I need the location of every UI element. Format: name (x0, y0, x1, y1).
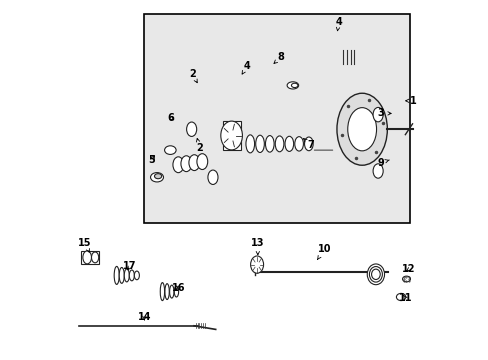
Ellipse shape (396, 293, 405, 301)
Bar (143, 14, 409, 223)
Ellipse shape (265, 136, 274, 152)
Ellipse shape (91, 252, 99, 263)
Ellipse shape (304, 137, 312, 151)
Text: 4: 4 (242, 60, 250, 74)
Ellipse shape (197, 154, 207, 170)
Text: 11: 11 (398, 293, 411, 303)
Ellipse shape (124, 269, 129, 282)
Text: 9: 9 (376, 158, 388, 168)
Ellipse shape (173, 157, 183, 173)
Text: 13: 13 (250, 238, 264, 255)
Text: 2: 2 (196, 139, 203, 153)
Ellipse shape (154, 174, 162, 179)
Bar (81, 251, 99, 264)
Ellipse shape (164, 146, 176, 154)
Ellipse shape (169, 285, 174, 298)
Ellipse shape (164, 284, 169, 300)
Ellipse shape (336, 93, 386, 165)
Ellipse shape (286, 82, 298, 89)
Ellipse shape (114, 266, 119, 284)
Text: 7: 7 (303, 139, 313, 150)
Ellipse shape (371, 269, 380, 279)
Ellipse shape (245, 135, 254, 153)
Text: 17: 17 (123, 261, 137, 271)
Text: 6: 6 (167, 113, 174, 123)
Text: 15: 15 (78, 238, 92, 252)
Ellipse shape (372, 164, 383, 178)
Ellipse shape (129, 270, 134, 281)
Ellipse shape (186, 122, 196, 136)
Ellipse shape (275, 136, 284, 152)
Ellipse shape (291, 83, 297, 87)
Ellipse shape (221, 121, 242, 150)
Ellipse shape (188, 155, 199, 171)
Ellipse shape (347, 108, 376, 151)
Bar (222, 121, 240, 150)
Ellipse shape (150, 172, 163, 182)
Text: 14: 14 (138, 312, 151, 322)
Ellipse shape (119, 267, 124, 283)
Text: 2: 2 (188, 69, 197, 83)
Ellipse shape (134, 271, 139, 280)
Ellipse shape (174, 286, 178, 297)
Text: 10: 10 (317, 244, 330, 259)
Text: 4: 4 (335, 17, 342, 31)
Text: 3: 3 (376, 108, 390, 118)
Text: 12: 12 (402, 264, 415, 274)
Text: 1: 1 (405, 96, 415, 106)
Ellipse shape (285, 136, 293, 152)
Ellipse shape (366, 264, 384, 285)
Text: 5: 5 (148, 155, 155, 165)
Text: 8: 8 (273, 52, 284, 63)
Ellipse shape (255, 135, 264, 153)
Ellipse shape (250, 256, 263, 273)
Ellipse shape (207, 170, 218, 184)
Ellipse shape (294, 137, 303, 151)
Ellipse shape (402, 276, 409, 282)
Ellipse shape (368, 266, 382, 282)
Ellipse shape (372, 107, 383, 122)
Ellipse shape (160, 283, 164, 301)
Ellipse shape (181, 156, 191, 172)
Ellipse shape (82, 251, 91, 264)
Text: 16: 16 (171, 283, 185, 293)
